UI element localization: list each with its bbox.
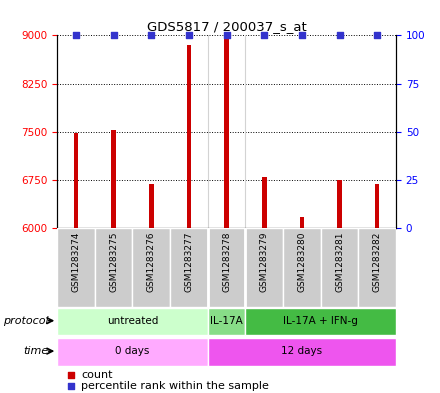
- Point: [67, 371, 74, 378]
- Text: GSM1283279: GSM1283279: [260, 232, 269, 292]
- Text: GSM1283282: GSM1283282: [373, 232, 381, 292]
- Text: percentile rank within the sample: percentile rank within the sample: [81, 381, 269, 391]
- Text: IL-17A + IFN-g: IL-17A + IFN-g: [283, 316, 358, 326]
- Bar: [208, 228, 246, 307]
- Text: time: time: [23, 346, 48, 356]
- Text: 12 days: 12 days: [281, 346, 323, 356]
- Text: IL-17A: IL-17A: [210, 316, 243, 326]
- Bar: [95, 228, 132, 307]
- Bar: [57, 308, 208, 334]
- Text: GSM1283276: GSM1283276: [147, 232, 156, 292]
- Bar: [337, 180, 342, 228]
- Point: [67, 383, 74, 389]
- Text: GSM1283278: GSM1283278: [222, 232, 231, 292]
- Text: protocol: protocol: [3, 316, 48, 326]
- Point: [298, 32, 305, 39]
- Text: 0 days: 0 days: [115, 346, 150, 356]
- Bar: [321, 228, 358, 307]
- Bar: [208, 338, 396, 366]
- Bar: [111, 130, 116, 228]
- Bar: [132, 228, 170, 307]
- Point: [185, 32, 192, 39]
- Point: [110, 32, 117, 39]
- Point: [223, 32, 230, 39]
- Text: GSM1283277: GSM1283277: [184, 232, 194, 292]
- Bar: [170, 228, 208, 307]
- Point: [73, 32, 80, 39]
- Text: count: count: [81, 369, 112, 380]
- Bar: [358, 228, 396, 307]
- Bar: [149, 184, 154, 228]
- Bar: [74, 133, 78, 228]
- Text: GSM1283274: GSM1283274: [72, 232, 81, 292]
- Text: GSM1283275: GSM1283275: [109, 232, 118, 292]
- Bar: [246, 228, 283, 307]
- Bar: [224, 35, 229, 228]
- Title: GDS5817 / 200037_s_at: GDS5817 / 200037_s_at: [147, 20, 307, 33]
- Bar: [57, 338, 208, 366]
- Bar: [187, 45, 191, 228]
- Bar: [246, 308, 396, 334]
- Bar: [300, 217, 304, 228]
- Bar: [208, 308, 246, 334]
- Bar: [283, 228, 321, 307]
- Bar: [57, 228, 95, 307]
- Text: GSM1283280: GSM1283280: [297, 232, 306, 292]
- Text: GSM1283281: GSM1283281: [335, 232, 344, 292]
- Point: [148, 32, 155, 39]
- Text: untreated: untreated: [107, 316, 158, 326]
- Point: [374, 32, 381, 39]
- Point: [336, 32, 343, 39]
- Bar: [262, 176, 267, 228]
- Bar: [375, 184, 379, 228]
- Point: [261, 32, 268, 39]
